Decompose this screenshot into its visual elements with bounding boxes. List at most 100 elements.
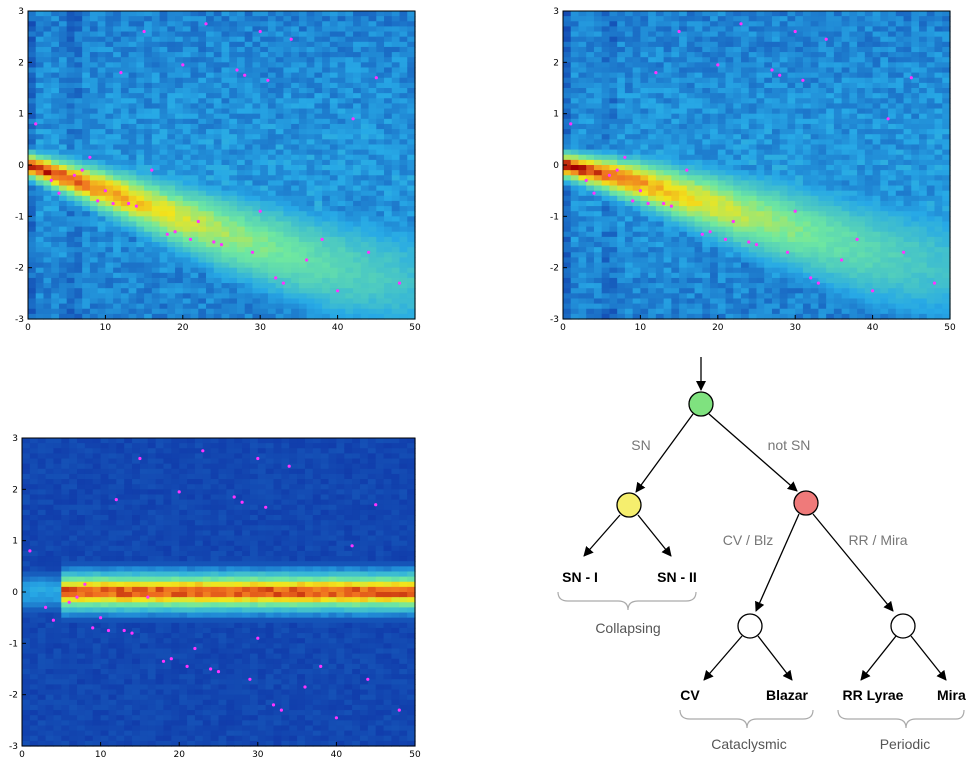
heatmap-cell — [353, 123, 362, 130]
heatmap-cell — [28, 154, 37, 161]
heatmap-cell — [229, 231, 238, 238]
heatmap-cell — [182, 46, 192, 53]
heatmap-cell — [283, 211, 292, 217]
heatmap-cell — [144, 57, 153, 63]
heatmap-cell — [283, 262, 292, 269]
heatmap-cell — [221, 195, 230, 202]
heatmap-cell — [182, 21, 192, 27]
heatmap-cell — [764, 293, 773, 300]
heatmap-cell — [267, 134, 277, 140]
heatmap-cell — [43, 82, 52, 89]
heatmap-cell — [686, 221, 696, 228]
heatmap-cell — [368, 41, 377, 48]
heatmap-cell — [360, 211, 370, 217]
heatmap-cell — [43, 283, 52, 289]
heatmap-cell — [314, 129, 323, 135]
heatmap-cell — [407, 31, 416, 38]
heatmap-cell — [229, 283, 238, 289]
data-point — [351, 117, 355, 121]
heatmap-cell — [82, 262, 91, 269]
heatmap-cell — [353, 134, 362, 140]
heatmap-cell — [97, 103, 106, 110]
heatmap-cell — [764, 277, 773, 284]
heatmap-cell — [105, 293, 114, 300]
heatmap-cell — [578, 272, 587, 279]
heatmap-cell — [593, 267, 603, 274]
heatmap-cell — [151, 277, 161, 284]
heatmap-cell — [159, 313, 168, 320]
heatmap-cell — [578, 200, 587, 207]
heatmap-cell — [322, 180, 331, 187]
heatmap-cell — [601, 98, 611, 104]
heatmap-cell — [89, 252, 99, 258]
heatmap-cell — [617, 267, 626, 274]
heatmap-cell — [275, 62, 285, 69]
heatmap-cell — [376, 57, 385, 63]
heatmap-cell — [89, 303, 99, 310]
heatmap-cell — [802, 67, 812, 74]
heatmap-cell — [144, 170, 153, 176]
heatmap-cell — [51, 123, 60, 130]
heatmap-cell — [198, 108, 207, 115]
heatmap-cell — [322, 277, 331, 284]
heatmap-cell — [368, 165, 377, 171]
heatmap-cell — [795, 113, 804, 120]
heatmap-cell — [787, 180, 796, 187]
heatmap-cell — [764, 62, 773, 69]
heatmap-cell — [787, 93, 796, 99]
heatmap-cell — [206, 252, 215, 258]
heatmap-cell — [360, 129, 370, 135]
heatmap-cell — [314, 67, 323, 74]
heatmap-cell — [756, 242, 765, 248]
heatmap-cell — [236, 293, 246, 300]
heatmap-cell — [609, 308, 618, 315]
heatmap-cell — [570, 216, 580, 223]
heatmap-cell — [120, 242, 130, 248]
heatmap-cell — [360, 283, 370, 289]
heatmap-cell — [275, 303, 285, 310]
heatmap-cell — [314, 190, 323, 197]
heatmap-cell — [771, 283, 781, 289]
heatmap-cell — [206, 72, 215, 79]
heatmap-cell — [570, 16, 580, 22]
heatmap-cell — [779, 257, 789, 264]
heatmap-cell — [368, 11, 377, 17]
heatmap-cell — [663, 129, 672, 135]
heatmap-cell — [741, 21, 750, 27]
heatmap-cell — [167, 67, 176, 74]
heatmap-cell — [601, 211, 611, 217]
heatmap-cell — [586, 123, 595, 130]
heatmap-cell — [128, 293, 137, 300]
heatmap-cell — [741, 262, 750, 269]
heatmap-cell — [89, 11, 99, 17]
heatmap-cell — [275, 277, 285, 284]
heatmap-cell — [391, 313, 401, 320]
heatmap-cell — [787, 118, 796, 125]
heatmap-cell — [802, 11, 812, 17]
heatmap-cell — [376, 288, 385, 294]
heatmap-cell — [710, 154, 719, 161]
heatmap-cell — [741, 113, 750, 120]
heatmap-cell — [686, 11, 696, 17]
heatmap-cell — [702, 21, 711, 27]
heatmap-cell — [779, 226, 789, 233]
heatmap-cell — [345, 72, 354, 79]
heatmap-cell — [802, 52, 812, 58]
heatmap-cell — [97, 283, 106, 289]
heatmap-cell — [686, 298, 696, 305]
heatmap-cell — [167, 62, 176, 69]
heatmap-cell — [725, 236, 734, 243]
heatmap-cell — [275, 293, 285, 300]
heatmap-cell — [89, 242, 99, 248]
heatmap-cell — [236, 123, 246, 130]
heatmap-cell — [360, 98, 370, 104]
heatmap-cell — [376, 252, 385, 258]
heatmap-cell — [244, 242, 254, 248]
heatmap-cell — [384, 283, 393, 289]
heatmap-cell — [624, 139, 634, 146]
heatmap-cell — [368, 26, 377, 33]
heatmap-cell — [105, 31, 114, 38]
heatmap-cell — [236, 93, 246, 99]
heatmap-cell — [337, 272, 346, 279]
heatmap-cell — [337, 118, 346, 125]
